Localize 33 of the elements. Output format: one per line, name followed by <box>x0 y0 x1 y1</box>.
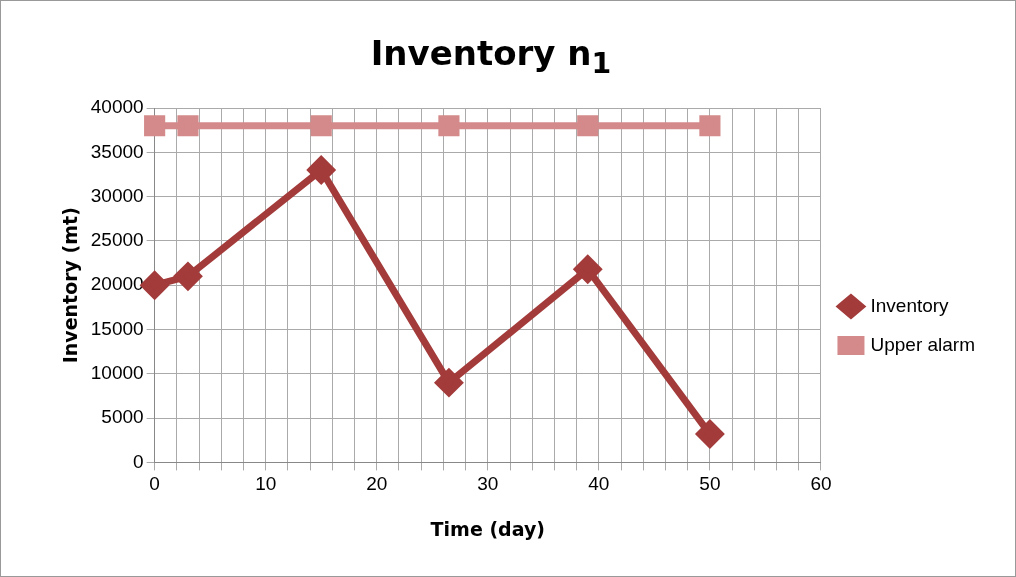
x-axis-title: Time (day) <box>430 517 545 540</box>
y-tick-label: 20000 <box>90 273 144 295</box>
y-tick-label: 30000 <box>90 184 144 206</box>
y-tick-label: 10000 <box>90 362 144 384</box>
point <box>144 115 166 137</box>
x-tick-label: 10 <box>255 473 277 495</box>
x-tick-label: 40 <box>588 473 610 495</box>
point <box>307 156 335 184</box>
y-tick-label: 15000 <box>90 317 144 339</box>
point <box>696 420 724 448</box>
x-tick-label: 0 <box>149 473 160 495</box>
point <box>141 271 169 299</box>
y-tick-label: 0 <box>133 450 144 472</box>
point <box>574 255 602 283</box>
legend-label: Upper alarm <box>870 333 976 355</box>
x-tick-label: 30 <box>477 473 499 495</box>
y-tick-label: 25000 <box>90 229 144 251</box>
point <box>435 369 463 397</box>
legend-label: Inventory <box>870 294 950 316</box>
point <box>310 115 332 137</box>
y-tick-label: 35000 <box>90 140 144 162</box>
x-tick-label: 60 <box>810 473 832 495</box>
y-tick-label: 40000 <box>90 96 144 118</box>
x-tick-label: 20 <box>366 473 388 495</box>
y-tick-label: 5000 <box>101 406 144 428</box>
x-tick-label: 50 <box>699 473 721 495</box>
point <box>174 262 202 290</box>
point <box>699 115 721 137</box>
chart-title: Inventory n$_{1}$ <box>369 33 613 80</box>
point <box>177 115 199 137</box>
y-axis-title: Inventory (mt) <box>59 207 82 364</box>
point <box>577 115 599 137</box>
point <box>438 115 460 137</box>
